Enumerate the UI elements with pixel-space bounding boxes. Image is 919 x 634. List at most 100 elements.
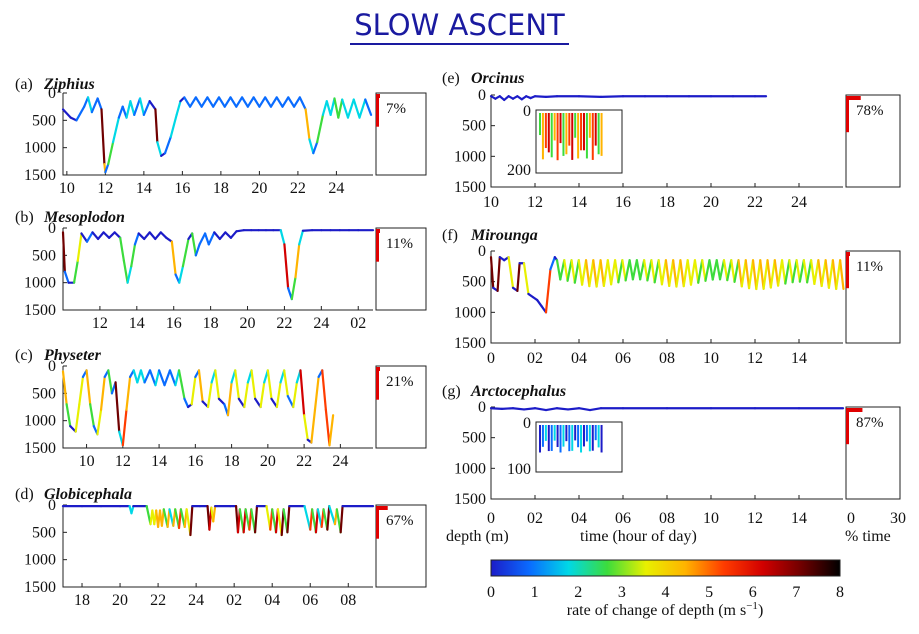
dive-segment <box>292 381 298 409</box>
dive-segment <box>325 100 332 116</box>
dive-segment <box>563 259 569 282</box>
x-tick-label: 02 <box>527 350 543 367</box>
panel-label: (e) <box>442 70 460 87</box>
x-tick-label: 10 <box>59 180 75 197</box>
dive-segment <box>730 259 736 283</box>
dive-segment <box>298 96 307 111</box>
dive-segment <box>516 262 521 292</box>
x-tick-label: 18 <box>224 453 240 470</box>
percent-tick-label: 30 <box>890 510 906 527</box>
dive-segment <box>577 95 603 98</box>
x-tick-label: 12 <box>527 194 543 211</box>
dive-segment <box>544 268 552 314</box>
x-tick-label: 14 <box>136 180 152 197</box>
y-tick-label: 500 <box>32 247 56 264</box>
dive-segment <box>522 262 530 296</box>
histogram-bar <box>846 96 861 100</box>
dive-segment <box>588 407 603 412</box>
dive-segment <box>726 259 733 282</box>
dive-segment <box>99 375 106 411</box>
dive-segment <box>191 232 197 257</box>
dive-segment <box>489 256 495 289</box>
dive-segment <box>163 369 172 387</box>
dive-segment <box>780 259 787 285</box>
dive-segment <box>234 369 240 400</box>
dive-segment <box>169 113 178 138</box>
dive-segment <box>624 259 631 282</box>
dive-segment <box>102 231 111 239</box>
dive-segment <box>522 407 537 411</box>
dive-segment <box>580 259 588 286</box>
dive-segment <box>639 259 646 281</box>
dive-segment <box>138 97 145 116</box>
dive-segment <box>740 259 747 288</box>
dive-segment <box>711 259 718 281</box>
dive-segment <box>213 231 221 241</box>
dive-segment <box>142 100 151 116</box>
inset-y-tick-label: 200 <box>507 162 531 179</box>
y-tick-label: 500 <box>32 385 56 402</box>
dive-segment <box>148 100 157 111</box>
y-tick-label: 500 <box>462 274 486 291</box>
dive-segment <box>303 414 309 441</box>
dive-segment <box>290 276 297 301</box>
x-tick-label: 06 <box>302 592 318 609</box>
dive-segment <box>96 408 103 436</box>
dive-segment <box>313 375 320 411</box>
species-name: Arctocephalus <box>470 383 566 400</box>
x-tick-label: 12 <box>92 315 108 332</box>
dive-segment <box>747 259 755 290</box>
percent-label: 7% <box>386 101 406 117</box>
dive-segment <box>130 243 137 268</box>
x-tick-label: 14 <box>571 194 587 211</box>
dive-segment <box>679 259 685 288</box>
dive-segment <box>766 259 772 289</box>
dive-segment <box>831 259 838 291</box>
x-tick-label: 24 <box>188 592 204 609</box>
histogram-bar <box>846 252 850 256</box>
dive-segment <box>788 259 794 284</box>
y-tick-label: 0 <box>478 399 486 416</box>
dive-segment <box>121 408 128 447</box>
dive-segment <box>183 397 190 409</box>
dive-segment <box>769 259 776 289</box>
dive-segment <box>573 259 580 284</box>
dive-segment <box>126 265 133 284</box>
inset-y-tick-label: 100 <box>507 461 531 478</box>
dive-segment <box>733 259 740 283</box>
dive-segment <box>751 259 758 291</box>
axis-frame <box>62 228 373 311</box>
dive-segment <box>489 407 504 410</box>
dive-segment <box>599 95 625 98</box>
dive-segment <box>119 236 125 262</box>
dive-segment <box>337 98 344 119</box>
dive-segment <box>212 96 221 108</box>
dive-segment <box>235 229 245 233</box>
dive-segment <box>672 259 678 288</box>
dive-segment <box>104 162 110 174</box>
x-tick-label: 24 <box>332 453 348 470</box>
y-tick-label: 1000 <box>24 140 56 157</box>
dive-segment <box>566 407 581 411</box>
percent-label: 21% <box>386 374 414 390</box>
histogram-bar <box>376 229 380 233</box>
dive-segment <box>595 259 602 288</box>
dive-segment <box>718 259 726 281</box>
x-tick-label: 02 <box>350 315 366 332</box>
dive-segment <box>74 403 81 433</box>
dive-segment <box>813 259 820 286</box>
dive-segment <box>795 259 801 283</box>
y-tick-label: 1500 <box>24 167 56 184</box>
dive-segment <box>686 259 693 286</box>
dive-segment <box>617 259 624 284</box>
dive-segment <box>628 259 635 281</box>
dive-segment <box>154 231 162 241</box>
x-tick-label: 16 <box>187 453 203 470</box>
dive-segment <box>212 504 217 523</box>
dive-segment <box>791 259 798 284</box>
colorbar-label-sup: −1 <box>746 600 758 612</box>
percent-time-label: % time <box>845 528 891 545</box>
colorbar-tick-label: 4 <box>662 584 670 601</box>
dive-segment <box>555 259 562 281</box>
